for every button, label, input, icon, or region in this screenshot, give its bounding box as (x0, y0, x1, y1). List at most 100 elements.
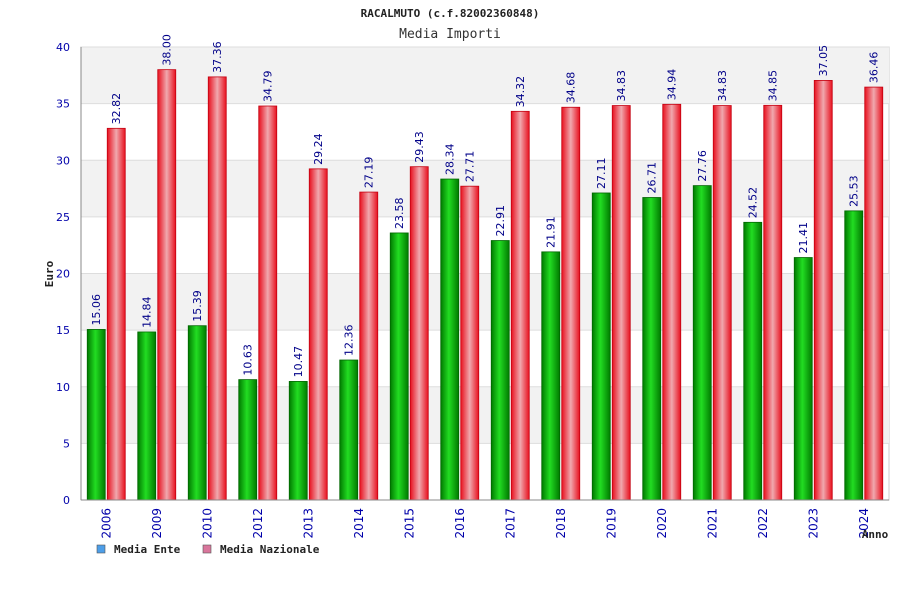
legend: Media Ente Media Nazionale (96, 543, 320, 556)
legend-label: Media Ente (114, 543, 181, 556)
bars (86, 69, 884, 501)
data-label: 27.19 (363, 157, 376, 189)
bar-media-nazionale (611, 105, 631, 501)
bar-media-ente (844, 210, 864, 501)
data-label: 15.39 (191, 290, 204, 322)
x-tick-label: 2024 (857, 508, 871, 539)
legend-swatch (202, 544, 212, 554)
y-tick-label: 30 (56, 154, 70, 167)
data-label: 27.11 (595, 157, 608, 189)
bar-media-nazionale (561, 106, 581, 501)
y-tick-label: 20 (56, 268, 70, 281)
data-label: 14.84 (141, 296, 154, 328)
bar-media-nazionale (106, 127, 126, 501)
bar-media-nazionale (308, 168, 328, 501)
data-label: 37.36 (211, 41, 224, 73)
bar-media-nazionale (460, 185, 480, 501)
data-label: 21.91 (545, 216, 558, 248)
bar-media-ente (137, 331, 157, 501)
data-label: 34.79 (262, 71, 275, 103)
data-label: 12.36 (343, 325, 356, 357)
bar-media-nazionale (864, 86, 884, 501)
data-label: 23.58 (393, 197, 406, 229)
bar-media-ente (692, 185, 712, 501)
bar-media-nazionale (763, 104, 783, 501)
bar-media-ente (187, 325, 207, 501)
x-tick-label: 2013 (301, 508, 315, 539)
x-tick-label: 2021 (705, 508, 719, 539)
data-label: 27.76 (696, 150, 709, 182)
x-tick-label: 2020 (655, 508, 669, 539)
data-label: 10.63 (242, 344, 255, 376)
x-tick-label: 2006 (99, 508, 113, 539)
bar-media-ente (339, 359, 359, 501)
data-label: 36.46 (868, 52, 881, 84)
x-tick-label: 2014 (352, 508, 366, 539)
x-axis: 2006 2009 2010 2012 2013 2014 2015 2016 2017 2018… (99, 508, 871, 539)
bar-media-ente (591, 192, 611, 501)
bar-media-nazionale (207, 76, 227, 501)
data-label: 27.71 (464, 151, 477, 183)
y-tick-label: 0 (63, 494, 70, 507)
data-label: 34.85 (767, 70, 780, 102)
x-tick-label: 2016 (453, 508, 467, 539)
bar-media-ente (440, 178, 460, 501)
y-tick-label: 40 (56, 41, 70, 54)
data-label: 34.68 (565, 72, 578, 104)
bar-media-ente (86, 329, 106, 501)
bar-media-ente (541, 251, 561, 501)
bar-media-ente (793, 257, 813, 501)
x-tick-label: 2010 (200, 508, 214, 539)
data-label: 34.94 (666, 69, 679, 101)
bar-media-ente (490, 240, 510, 501)
data-label: 28.34 (444, 144, 457, 176)
bar-media-nazionale (409, 166, 429, 501)
legend-label: Media Nazionale (220, 543, 320, 556)
y-axis-label: Euro (43, 260, 56, 287)
data-label: 29.43 (413, 131, 426, 163)
y-tick-label: 35 (56, 98, 70, 111)
bar-media-nazionale (510, 110, 530, 501)
y-tick-label: 10 (56, 381, 70, 394)
data-labels: 15.06 32.82 14.84 38.00 15.39 37.36 10.63 34.79… (90, 34, 881, 377)
data-label: 32.82 (110, 93, 123, 125)
x-tick-label: 2018 (554, 508, 568, 539)
bar-media-nazionale (359, 191, 379, 501)
data-label: 26.71 (646, 162, 659, 194)
data-label: 22.91 (494, 205, 507, 237)
x-tick-label: 2009 (150, 508, 164, 539)
x-tick-label: 2017 (503, 508, 517, 539)
bar-media-nazionale (813, 80, 833, 501)
bar-media-nazionale (157, 69, 177, 501)
data-label: 24.52 (747, 187, 760, 219)
x-axis-label: Anno (862, 528, 889, 541)
data-label: 34.32 (514, 76, 527, 108)
chart-title: RACALMUTO (c.f.82002360848) (361, 7, 540, 20)
x-tick-label: 2012 (251, 508, 265, 539)
chart-subtitle: Media Importi (399, 27, 501, 42)
x-tick-label: 2019 (604, 508, 618, 539)
x-tick-label: 2022 (756, 508, 770, 539)
x-tick-label: 2023 (806, 508, 820, 539)
data-label: 25.53 (848, 175, 861, 207)
data-label: 34.83 (615, 70, 628, 102)
bar-media-ente (288, 381, 308, 501)
y-tick-label: 25 (56, 211, 70, 224)
data-label: 10.47 (292, 346, 305, 378)
bar-media-ente (743, 221, 763, 501)
y-axis: 0 5 10 15 20 25 30 35 40 (56, 41, 889, 507)
bar-media-nazionale (258, 105, 278, 501)
bar-media-nazionale (662, 103, 682, 501)
data-label: 37.05 (817, 45, 830, 77)
x-tick-label: 2015 (402, 508, 416, 539)
bar-media-ente (389, 232, 409, 501)
bar-media-nazionale (712, 105, 732, 501)
data-label: 15.06 (90, 294, 103, 326)
data-label: 34.83 (716, 70, 729, 102)
bar-media-ente (238, 379, 258, 501)
y-tick-label: 5 (63, 437, 70, 450)
legend-swatch (96, 544, 106, 554)
bar-media-ente (642, 197, 662, 501)
data-label: 29.24 (312, 133, 325, 165)
